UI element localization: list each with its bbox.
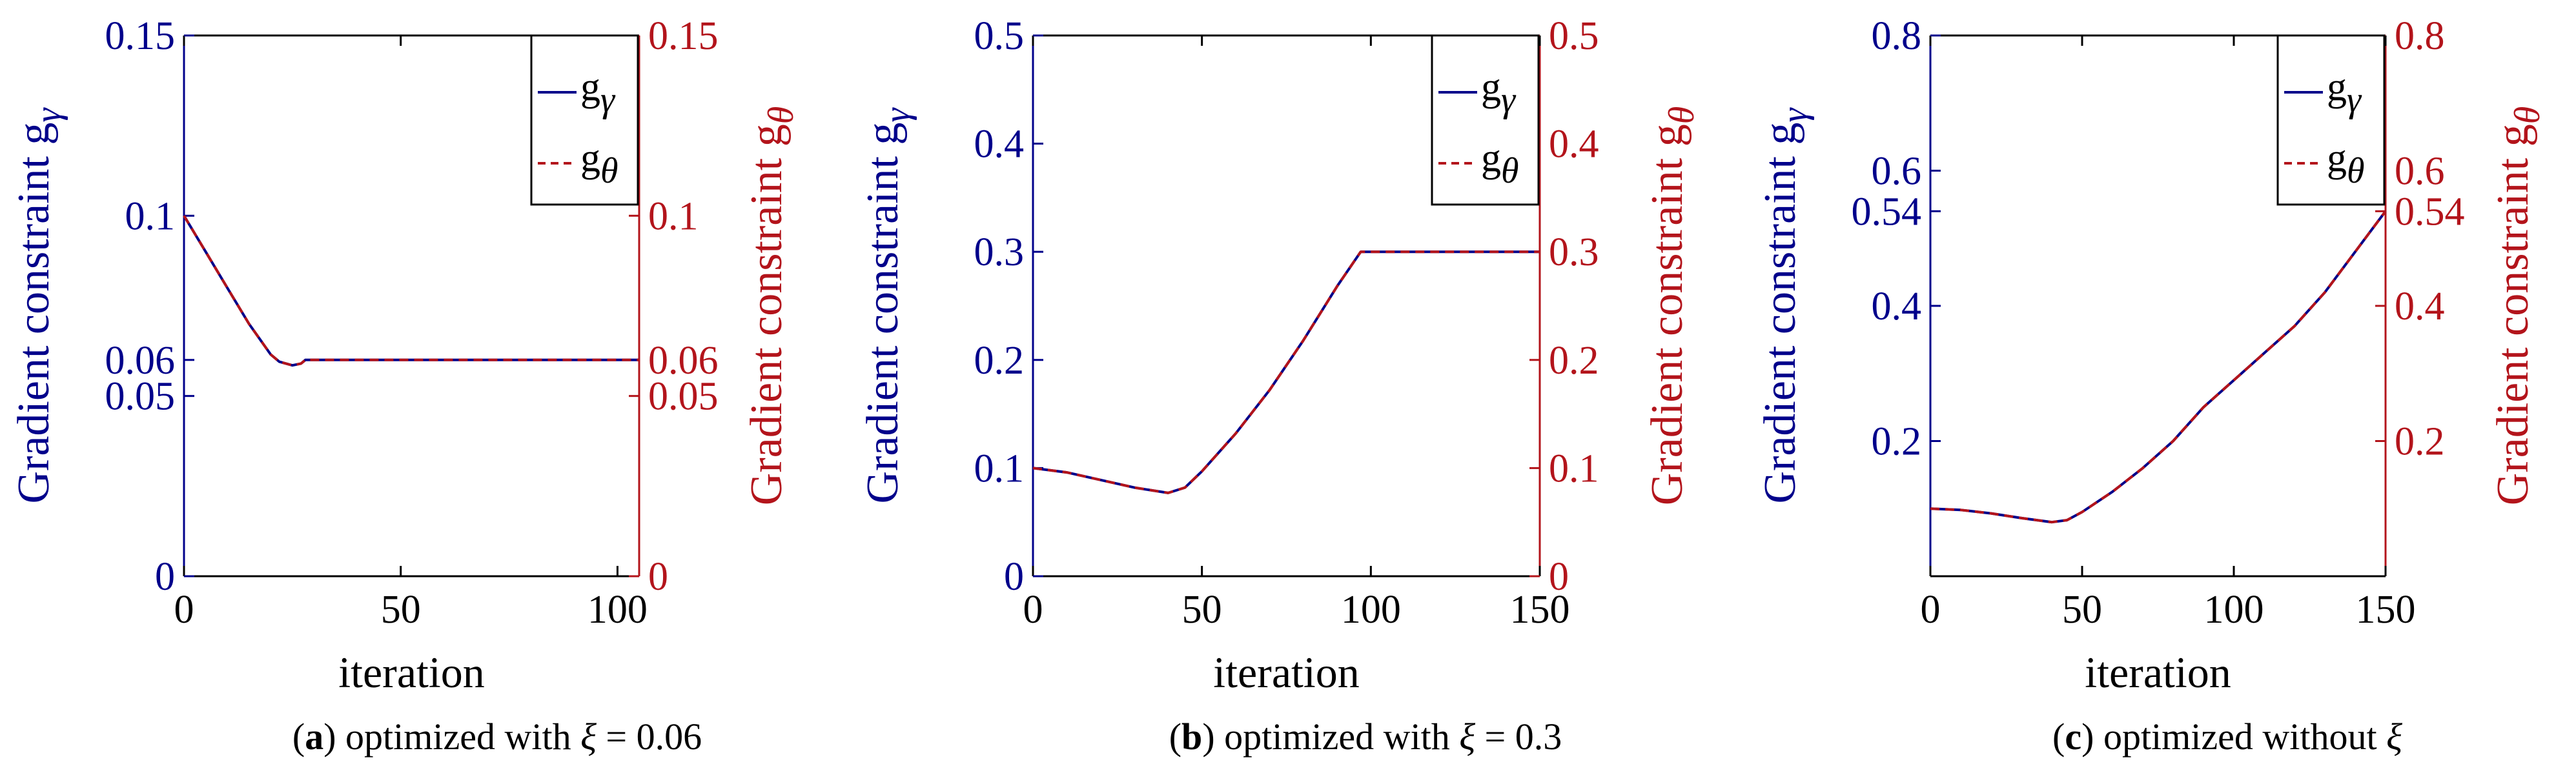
x-axis-label: iteration <box>338 648 485 697</box>
y-tick-label-right: 0.06 <box>648 339 719 383</box>
x-tick-label: 0 <box>1921 588 1941 632</box>
legend-label-gamma: gγ <box>2327 65 2362 120</box>
caption-a: (a) optimized with ξ = 0.06 <box>292 716 702 758</box>
y-tick-label-right: 0 <box>1549 555 1569 599</box>
y-tick-label-left: 0.15 <box>105 14 176 58</box>
legend: gγ gθ <box>2276 34 2386 206</box>
y-tick-label-right: 0.2 <box>2395 420 2445 464</box>
legend: gγ gθ <box>530 34 639 206</box>
x-tick-label: 100 <box>1341 588 1401 632</box>
series-g-theta-line <box>183 215 639 367</box>
x-tick-label: 50 <box>381 588 421 632</box>
series-g-theta-line <box>1930 210 2387 524</box>
x-tick-label: 50 <box>2062 588 2102 632</box>
y-tick-label-right: 0.4 <box>2395 285 2445 328</box>
x-tick-label: 100 <box>588 588 648 632</box>
legend-box <box>2276 34 2386 206</box>
caption-b: (b) optimized with ξ = 0.3 <box>1169 716 1562 758</box>
y-tick-label-right: 0.1 <box>1549 447 1599 490</box>
y-tick-label-left: 0.06 <box>105 339 176 383</box>
y-axis-label-right: Gradient constraint gθ <box>2488 106 2548 505</box>
x-tick-label: 100 <box>2204 588 2264 632</box>
series-g-theta-line <box>1032 250 1540 494</box>
y-tick-label-right: 0.5 <box>1549 14 1599 58</box>
y-axis-label-right: Gradient constraint gθ <box>1642 106 1702 505</box>
y-tick-label-right: 0.2 <box>1549 339 1599 383</box>
x-tick-label: 0 <box>1023 588 1043 632</box>
y-tick-label-left: 0.1 <box>125 194 176 238</box>
y-tick-label-left: 0.5 <box>974 14 1025 58</box>
y-tick-label-left: 0.4 <box>1872 285 1922 328</box>
x-tick-label: 0 <box>174 588 194 632</box>
y-tick-label-right: 0.6 <box>2395 150 2445 194</box>
legend-label-gamma: gγ <box>580 65 616 120</box>
y-tick-label-left: 0.6 <box>1872 150 1922 194</box>
legend-label-theta: gθ <box>2327 136 2365 191</box>
y-tick-label-right: 0.1 <box>648 194 699 238</box>
legend: gγ gθ <box>1431 34 1540 206</box>
y-tick-label-left: 0.2 <box>974 339 1025 383</box>
caption-c: (c) optimized without ξ <box>2052 716 2402 758</box>
y-tick-label-left: 0.3 <box>974 230 1025 274</box>
y-tick-label-right: 0.05 <box>648 375 719 419</box>
y-tick-label-left: 0 <box>155 555 175 599</box>
y-tick-label-right: 0.3 <box>1549 230 1599 274</box>
x-tick-label: 150 <box>2356 588 2416 632</box>
x-axis-label: iteration <box>2085 648 2231 697</box>
x-tick-label: 150 <box>1510 588 1570 632</box>
legend-label-gamma: gγ <box>1481 65 1517 120</box>
legend-label-theta: gθ <box>580 136 618 191</box>
y-tick-label-left: 0.4 <box>974 123 1025 166</box>
series-g-gamma-line <box>1032 250 1540 494</box>
y-axis-label-right: Gradient constraint gθ <box>742 106 801 505</box>
legend-box <box>530 34 639 206</box>
series-g-gamma-line <box>183 215 639 367</box>
x-tick-label: 50 <box>1182 588 1222 632</box>
y-tick-label-right: 0.8 <box>2395 14 2445 58</box>
y-tick-label-left: 0.1 <box>974 447 1025 490</box>
y-axis-label-left: Gradient constraint gγ <box>858 107 917 504</box>
y-tick-label-left: 0.2 <box>1872 420 1922 464</box>
y-tick-label-left: 0.05 <box>105 375 176 419</box>
x-axis-label: iteration <box>1213 648 1360 697</box>
y-tick-label-right: 0.15 <box>648 14 719 58</box>
y-tick-label-left: 0 <box>1004 555 1024 599</box>
y-tick-label-left: 0.54 <box>1852 190 1922 234</box>
y-axis-label-left: Gradient constraint gγ <box>1755 107 1815 504</box>
legend-box <box>1431 34 1540 206</box>
y-tick-label-right: 0 <box>648 555 668 599</box>
y-tick-label-right: 0.4 <box>1549 123 1599 166</box>
y-axis-label-left: Gradient constraint gγ <box>9 107 68 504</box>
y-tick-label-left: 0.8 <box>1872 14 1922 58</box>
legend-label-theta: gθ <box>1481 136 1519 191</box>
series-g-gamma-line <box>1930 210 2387 524</box>
y-tick-label-right: 0.54 <box>2395 190 2465 234</box>
